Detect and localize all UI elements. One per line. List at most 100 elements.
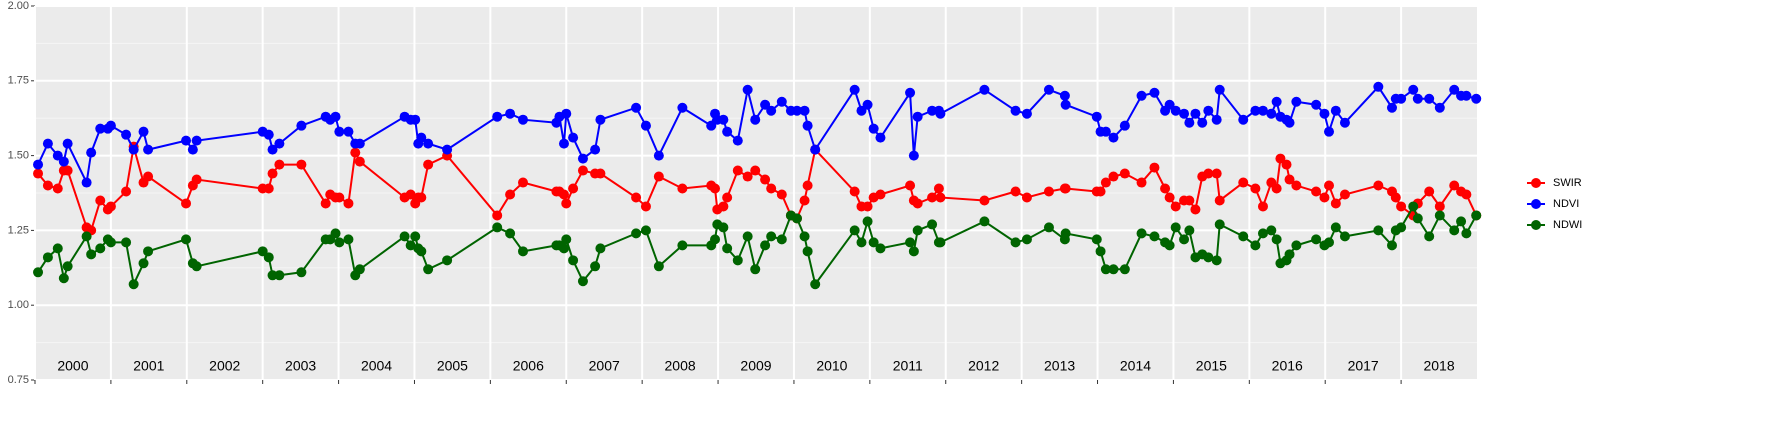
data-point xyxy=(1214,219,1225,230)
data-point xyxy=(927,105,938,116)
data-point xyxy=(128,279,139,290)
data-point xyxy=(143,144,154,155)
data-point xyxy=(138,258,149,269)
x-tick-label: 2010 xyxy=(816,358,847,374)
data-point xyxy=(722,126,733,137)
data-point xyxy=(1149,162,1160,173)
data-point xyxy=(1060,228,1071,239)
data-point xyxy=(399,231,410,242)
data-point xyxy=(1010,105,1021,116)
data-point xyxy=(354,264,365,275)
data-point xyxy=(1010,186,1021,197)
x-tick-label: 2006 xyxy=(513,358,544,374)
data-point xyxy=(1250,240,1261,251)
data-point xyxy=(95,123,106,134)
data-point xyxy=(330,228,341,239)
data-point xyxy=(1311,186,1322,197)
data-point xyxy=(267,144,278,155)
data-point xyxy=(979,84,990,95)
data-point xyxy=(776,234,787,245)
data-point xyxy=(1119,264,1130,275)
data-point xyxy=(330,111,341,122)
data-point xyxy=(492,222,503,233)
data-point xyxy=(1149,231,1160,242)
data-point xyxy=(416,192,427,203)
data-point xyxy=(121,237,132,248)
data-point xyxy=(1149,87,1160,98)
data-point xyxy=(1396,222,1407,233)
data-point xyxy=(423,138,434,149)
data-point xyxy=(320,198,331,209)
data-point xyxy=(1281,159,1292,170)
data-point xyxy=(1461,90,1472,101)
data-point xyxy=(558,138,569,149)
data-point xyxy=(1373,225,1384,236)
data-point xyxy=(595,168,606,179)
data-point xyxy=(263,183,274,194)
data-point xyxy=(1136,228,1147,239)
data-point xyxy=(1010,237,1021,248)
data-point xyxy=(1324,237,1335,248)
data-point xyxy=(423,159,434,170)
data-point xyxy=(791,213,802,224)
data-point xyxy=(1108,132,1119,143)
data-point xyxy=(1238,231,1249,242)
x-tick-label: 2009 xyxy=(740,358,771,374)
data-point xyxy=(776,96,787,107)
data-point xyxy=(802,180,813,191)
x-tick-label: 2007 xyxy=(589,358,620,374)
data-point xyxy=(1184,195,1195,206)
data-point xyxy=(442,144,453,155)
data-point xyxy=(1021,234,1032,245)
data-point xyxy=(1339,189,1350,200)
data-point xyxy=(1449,225,1460,236)
legend-marker xyxy=(1531,178,1541,188)
data-point xyxy=(905,237,916,248)
data-point xyxy=(42,180,53,191)
data-point xyxy=(33,267,44,278)
data-point xyxy=(561,198,572,209)
data-point xyxy=(1424,231,1435,242)
data-point xyxy=(577,276,588,287)
data-point xyxy=(1266,225,1277,236)
data-point xyxy=(905,180,916,191)
data-point xyxy=(875,132,886,143)
data-point xyxy=(799,105,810,116)
data-point xyxy=(979,216,990,227)
data-point xyxy=(423,264,434,275)
data-point xyxy=(267,270,278,281)
data-point xyxy=(343,198,354,209)
data-point xyxy=(1471,210,1482,221)
data-point xyxy=(677,240,688,251)
data-point xyxy=(1203,252,1214,263)
x-tick-label: 2003 xyxy=(285,358,316,374)
data-point xyxy=(105,120,116,131)
data-point xyxy=(1449,180,1460,191)
data-point xyxy=(416,132,427,143)
y-tick-label: 2.00 xyxy=(8,0,29,12)
data-point xyxy=(416,246,427,257)
data-point xyxy=(343,126,354,137)
data-point xyxy=(1271,96,1282,107)
data-point xyxy=(561,234,572,245)
x-tick-label: 2005 xyxy=(437,358,468,374)
data-point xyxy=(718,201,729,212)
data-point xyxy=(518,246,529,257)
data-point xyxy=(296,267,307,278)
data-point xyxy=(334,126,345,137)
data-point xyxy=(1330,105,1341,116)
data-point xyxy=(732,165,743,176)
data-point xyxy=(742,84,753,95)
data-point xyxy=(862,99,873,110)
data-point xyxy=(1339,117,1350,128)
data-point xyxy=(912,111,923,122)
data-point xyxy=(1396,201,1407,212)
data-point xyxy=(343,234,354,245)
data-point xyxy=(631,228,642,239)
data-point xyxy=(1434,102,1445,113)
x-tick-label: 2008 xyxy=(665,358,696,374)
data-point xyxy=(1179,108,1190,119)
data-point xyxy=(1170,105,1181,116)
data-point xyxy=(334,237,345,248)
data-point xyxy=(732,135,743,146)
